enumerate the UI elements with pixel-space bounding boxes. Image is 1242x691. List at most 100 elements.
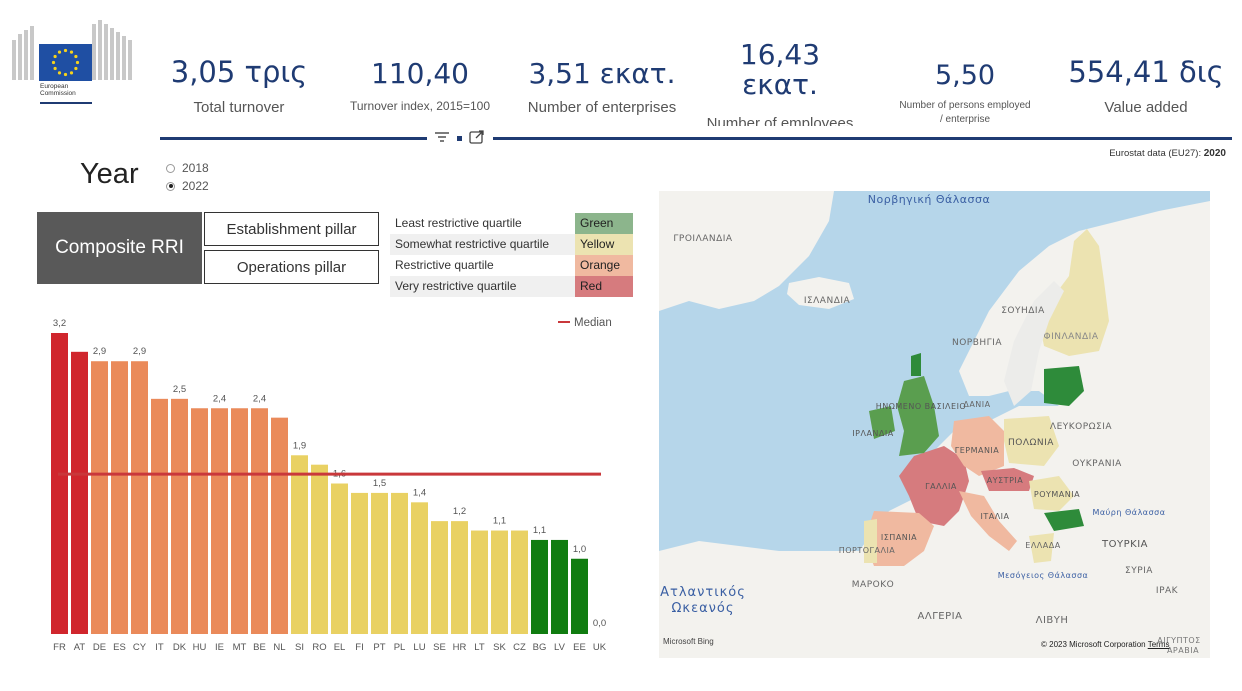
logo-underline bbox=[40, 102, 92, 104]
bar-EL bbox=[331, 483, 348, 634]
kpi-value-added-value: 554,41 δις bbox=[1068, 55, 1224, 89]
legend-label: Very restrictive quartile bbox=[390, 276, 575, 297]
bar-PT bbox=[371, 492, 388, 634]
eu-star bbox=[57, 71, 62, 75]
legend-swatch-orange: Orange bbox=[575, 255, 633, 276]
header-divider-left bbox=[160, 137, 427, 140]
data-label: 2,9 bbox=[93, 346, 106, 357]
operations-pillar-button[interactable]: Operations pillar bbox=[204, 250, 379, 284]
kpi-enterprises-label: Number of enterprises bbox=[527, 99, 677, 116]
x-tick-label: NL bbox=[273, 642, 285, 653]
x-tick-label: PL bbox=[394, 642, 406, 653]
legend-row-orange: Restrictive quartile Orange bbox=[390, 255, 633, 277]
map-label: Νορβηγική Θάλασσα bbox=[868, 193, 990, 206]
bar-CY bbox=[131, 361, 148, 634]
map-label: ΑΙΓΥΠΤΟΣ bbox=[1157, 636, 1200, 645]
bar-SK bbox=[491, 530, 508, 634]
eu-star bbox=[51, 60, 56, 65]
year-option-2022[interactable]: 2022 bbox=[166, 179, 209, 193]
data-label: 0,0 bbox=[593, 618, 606, 629]
bar-IE bbox=[211, 408, 228, 634]
legend-swatch-green: Green bbox=[575, 213, 633, 234]
establishment-pillar-button[interactable]: Establishment pillar bbox=[204, 212, 379, 246]
filter-icon[interactable] bbox=[433, 129, 451, 145]
x-tick-label: EE bbox=[573, 642, 586, 653]
x-tick-label: EL bbox=[334, 642, 346, 653]
data-label: 2,4 bbox=[253, 393, 266, 404]
bing-attribution: Microsoft Bing bbox=[663, 637, 714, 646]
x-tick-label: FR bbox=[53, 642, 66, 653]
eu-star bbox=[74, 66, 78, 71]
year-option-2018[interactable]: 2018 bbox=[166, 161, 209, 175]
focus-mode-icon[interactable] bbox=[468, 129, 486, 145]
eu-star bbox=[63, 48, 68, 53]
map-label: ΛΕΥΚΟΡΩΣΙΑ bbox=[1050, 422, 1112, 432]
header-divider-right bbox=[493, 137, 1232, 140]
legend-label: Somewhat restrictive quartile bbox=[390, 234, 575, 255]
eu-star bbox=[74, 54, 78, 59]
map-label: ΡΟΥΜΑΝΙΑ bbox=[1034, 490, 1080, 499]
kpi-employees-label: Number of employees bbox=[706, 115, 854, 126]
data-label: 2,4 bbox=[213, 393, 226, 404]
bar-LU bbox=[411, 502, 428, 634]
map-label: ΑΛΓΕΡΙΑ bbox=[918, 611, 963, 622]
radio-2018[interactable] bbox=[166, 163, 175, 173]
divider-dot bbox=[457, 136, 462, 141]
bar-LT bbox=[471, 530, 488, 634]
eu-star bbox=[69, 50, 74, 54]
map-copyright: © 2023 Microsoft Corporation Terms bbox=[1041, 640, 1170, 649]
terms-link[interactable]: Terms bbox=[1147, 640, 1170, 649]
legend-swatch-yellow: Yellow bbox=[575, 234, 633, 255]
bar-ES bbox=[111, 361, 128, 634]
x-tick-label: PT bbox=[373, 642, 385, 653]
map-label: ΙΡΑΚ bbox=[1156, 586, 1179, 596]
map-label: ΙΡΛΑΝΔΙΑ bbox=[852, 429, 893, 438]
bar-DK bbox=[171, 398, 188, 634]
data-label: 1,0 bbox=[573, 544, 586, 555]
map-label: ΙΣΠΑΝΙΑ bbox=[881, 533, 917, 542]
x-tick-label: MT bbox=[233, 642, 247, 653]
kpi-value-added-label: Value added bbox=[1104, 99, 1188, 116]
map-label: ΜΑΡΟΚΟ bbox=[852, 580, 894, 590]
europe-map[interactable]: Νορβηγική Θάλασσα ΓΡΟΙΛΑΝΔΙΑ ΙΣΛΑΝΔΙΑ ΣΟΥΗΔ… bbox=[659, 191, 1210, 658]
bar-LV bbox=[551, 539, 568, 634]
bar-NL bbox=[271, 417, 288, 634]
x-tick-label: AT bbox=[74, 642, 86, 653]
x-tick-label: CY bbox=[133, 642, 147, 653]
kpi-employees-value: 16,43 εκατ. bbox=[739, 38, 821, 101]
map-label: ΤΟΥΡΚΙΑ bbox=[1101, 539, 1148, 550]
map-label: ΦΙΝΛΑΝΔΙΑ bbox=[1044, 332, 1099, 342]
data-label: 1,4 bbox=[413, 487, 426, 498]
eu-star bbox=[53, 66, 57, 71]
eu-star bbox=[53, 54, 57, 59]
x-tick-label: HU bbox=[193, 642, 207, 653]
radio-2022[interactable] bbox=[166, 181, 175, 191]
composite-rri-button[interactable]: Composite RRI bbox=[37, 212, 202, 284]
data-label: 3,2 bbox=[53, 318, 66, 329]
map-label: ΗΝΩΜΕΝΟ ΒΑΣΙΛΕΙΟ bbox=[876, 402, 966, 411]
kpi-persons-per-enterprise-label: Number of persons employed / enterprise bbox=[899, 100, 1031, 125]
kpi-turnover-index-label: Turnover index, 2015=100 bbox=[350, 99, 490, 113]
map-label: ΠΟΛΩΝΙΑ bbox=[1008, 438, 1054, 448]
x-tick-label: UK bbox=[593, 642, 607, 653]
eu-star bbox=[69, 71, 74, 75]
legend-row-yellow: Somewhat restrictive quartile Yellow bbox=[390, 234, 633, 256]
map-label: Ατλαντικός bbox=[660, 585, 746, 600]
map-label: Μαύρη Θάλασσα bbox=[1093, 507, 1166, 517]
map-label: ΝΟΡΒΗΓΙΑ bbox=[952, 338, 1002, 348]
median-legend-label: Median bbox=[574, 317, 612, 329]
data-label: 1,1 bbox=[533, 525, 546, 536]
bar-EE bbox=[571, 558, 588, 634]
data-label: 1,9 bbox=[293, 440, 306, 451]
bar-CZ bbox=[511, 530, 528, 634]
bar-PL bbox=[391, 492, 408, 634]
map-label: ΣΟΥΗΔΙΑ bbox=[1001, 306, 1045, 316]
data-label: 1,5 bbox=[373, 478, 386, 489]
legend-label: Least restrictive quartile bbox=[390, 213, 575, 234]
bar-IT bbox=[151, 398, 168, 634]
legend-swatch-red: Red bbox=[575, 276, 633, 297]
eu-star bbox=[57, 50, 62, 54]
bar-BG bbox=[531, 539, 548, 634]
map-label: Μεσόγειος Θάλασσα bbox=[998, 570, 1089, 580]
bar-SE bbox=[431, 521, 448, 634]
